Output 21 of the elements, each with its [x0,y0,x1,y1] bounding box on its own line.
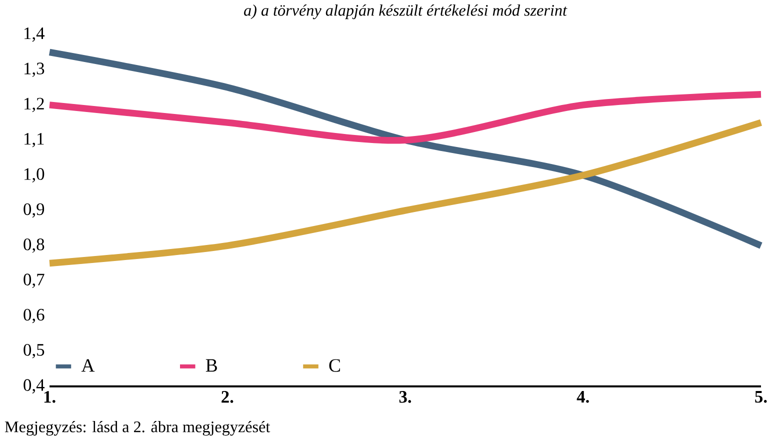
y-tick-label: 0,9 [24,203,44,218]
y-tick-label: 1,4 [24,27,45,42]
legend-label: A [81,359,95,372]
y-tick-label: 0,5 [24,344,44,358]
y-tick-label: 1,2 [24,98,44,112]
y-tick-label: 1,1 [24,132,44,148]
x-tick-label: 3. [399,391,412,403]
text: Megjegyzés: lásd a 2. ábra megjegyzését [4,420,270,436]
y-tick-label: 0,4 [24,379,45,394]
chart-title: a) a törvény alapján készült értékelési mód szerint [244,4,568,20]
x-tick-label: 4. [576,391,589,403]
y-tick-label: 0,6 [24,308,44,324]
x-tick-label: 2. [222,391,234,403]
y-tick-label: 1,0 [24,168,44,182]
legend-label: B [206,359,217,372]
y-tick-label: 0,7 [24,274,44,288]
legend-label: C [329,359,340,372]
x-tick-label: 1. [44,391,56,403]
y-tick-label: 0,8 [24,238,44,253]
x-tick-label: 5. [755,391,767,403]
y-tick-label: 1,3 [24,62,44,77]
